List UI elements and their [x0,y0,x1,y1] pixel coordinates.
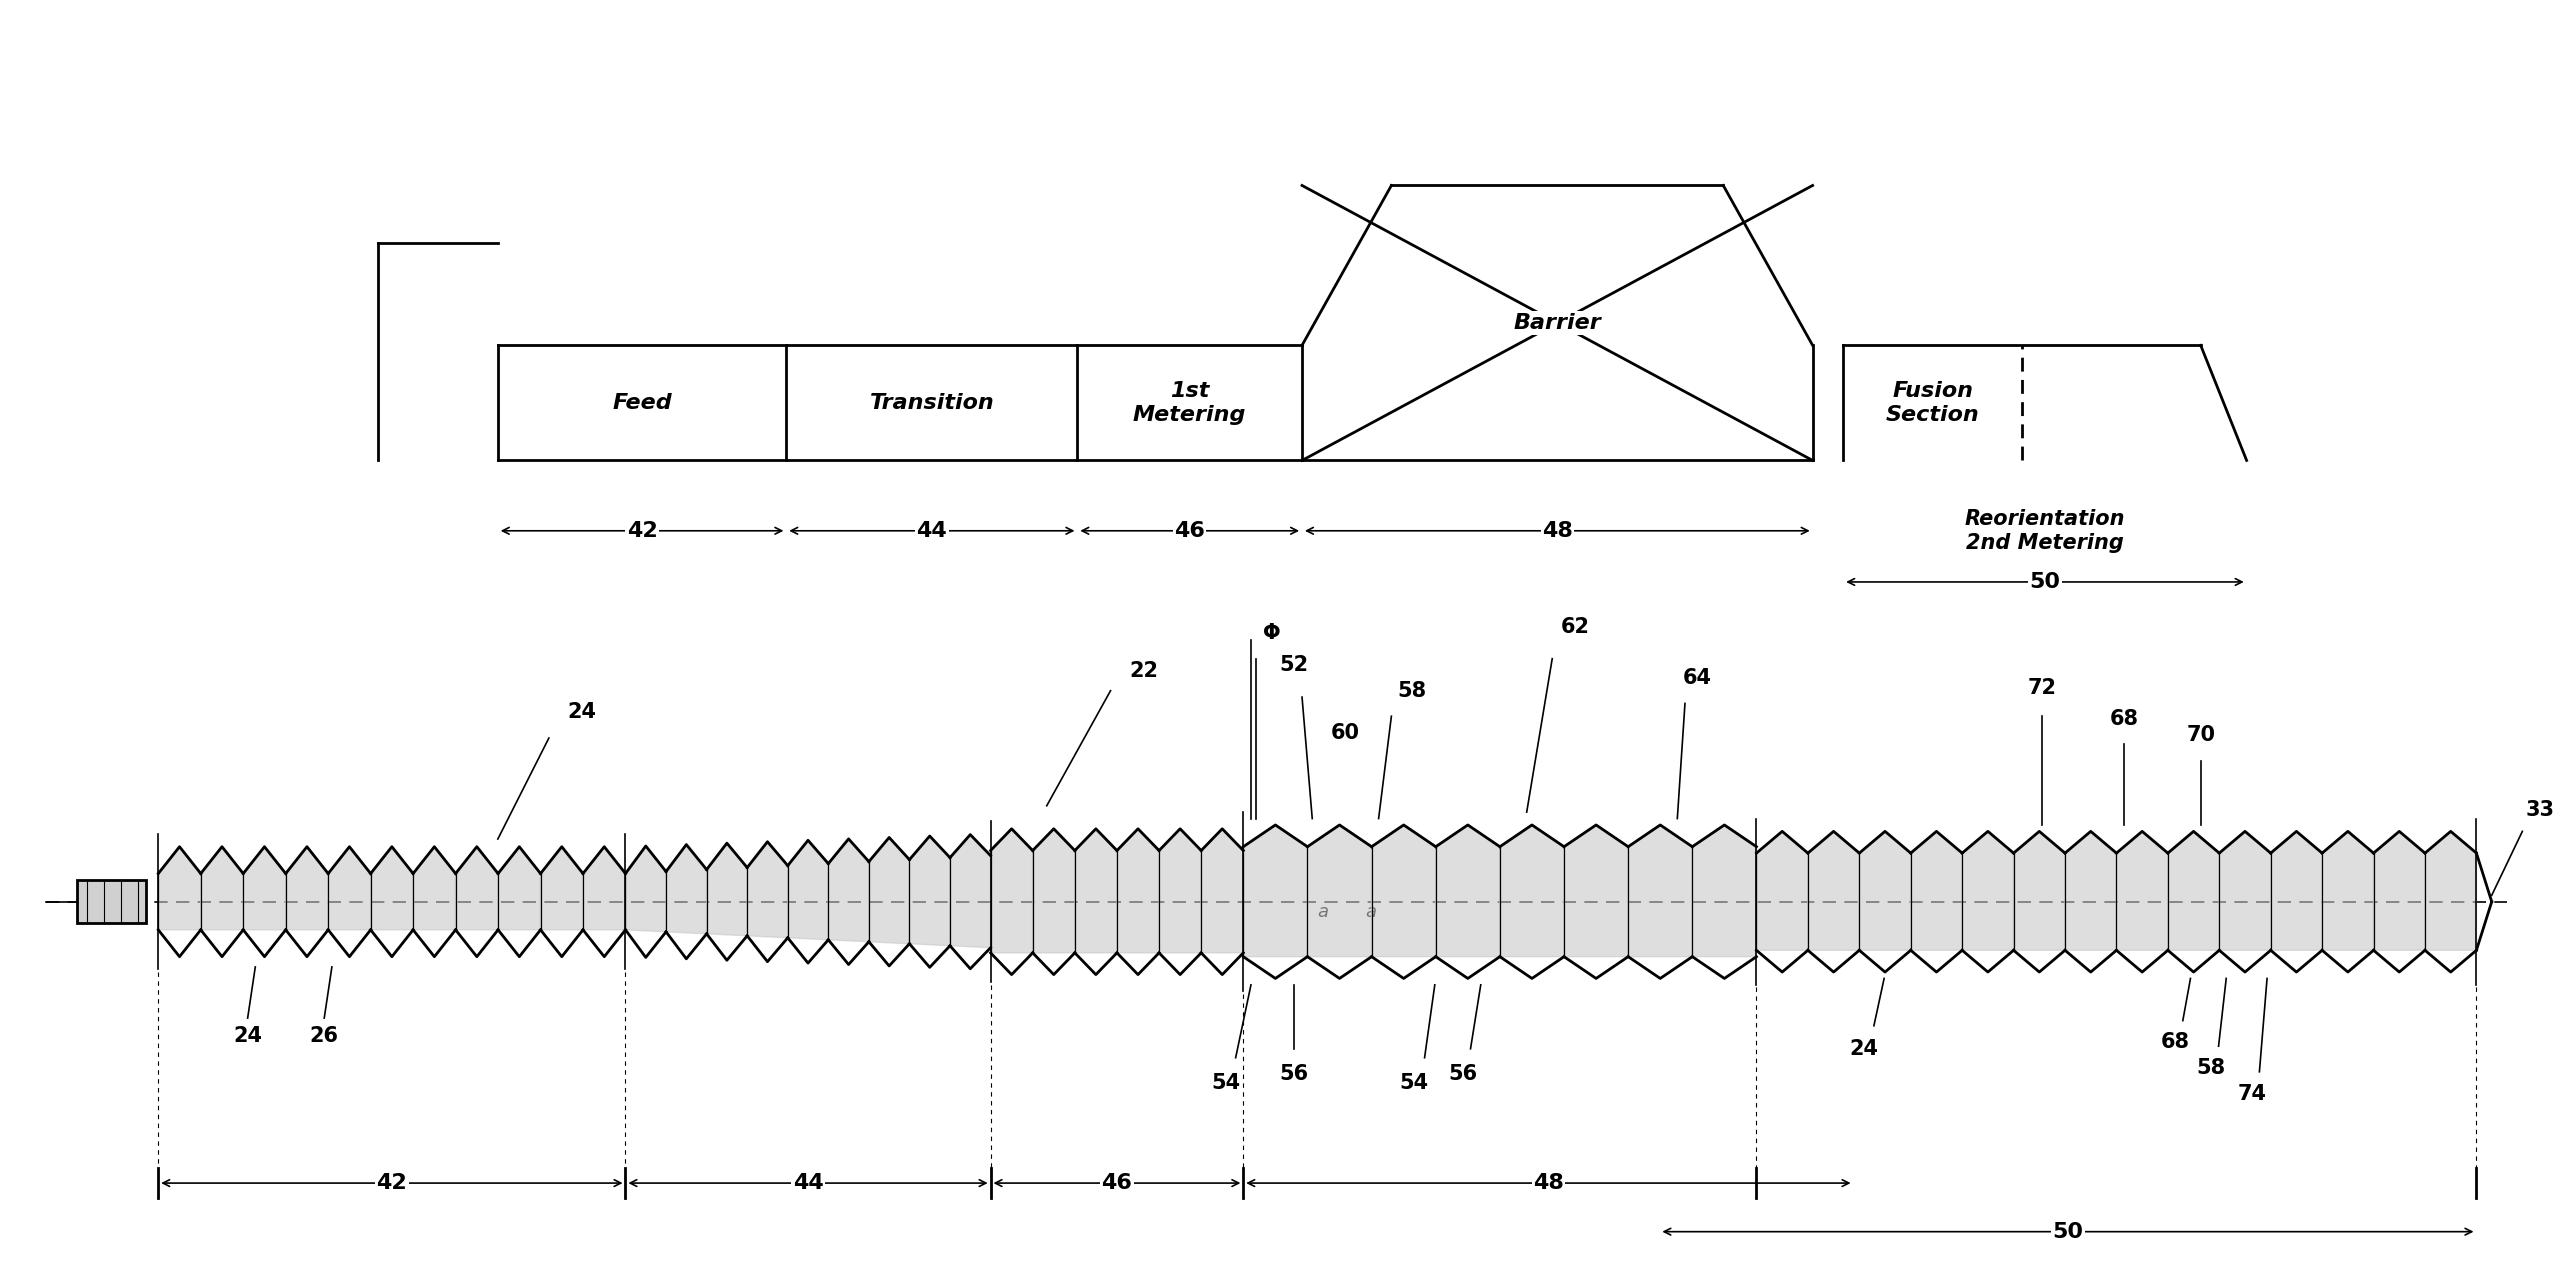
Text: 54: 54 [1399,1073,1430,1094]
Text: 72: 72 [2027,678,2058,698]
Text: 54: 54 [1210,1073,1241,1094]
Text: 46: 46 [1174,521,1205,541]
Polygon shape [1075,829,1118,953]
Polygon shape [991,829,1031,953]
Text: Transition: Transition [871,393,993,413]
Text: 56: 56 [1279,1064,1310,1085]
Polygon shape [827,839,868,941]
Text: 60: 60 [1330,723,1361,743]
Polygon shape [1756,831,1808,950]
Polygon shape [1200,829,1243,953]
Polygon shape [454,847,498,930]
Text: 1st
Metering: 1st Metering [1134,381,1246,425]
Text: 74: 74 [2236,1083,2267,1104]
Polygon shape [1243,825,1307,957]
Polygon shape [329,847,370,930]
Polygon shape [2270,831,2323,950]
Polygon shape [2374,831,2425,950]
Polygon shape [1499,825,1565,957]
Polygon shape [2323,831,2374,950]
Text: 58: 58 [2196,1058,2226,1078]
Text: 24: 24 [1848,1039,1879,1059]
Polygon shape [1859,831,1910,950]
Polygon shape [1118,829,1159,953]
Polygon shape [2116,831,2167,950]
Polygon shape [950,835,991,948]
Polygon shape [1963,831,2014,950]
Text: Barrier: Barrier [1514,313,1601,333]
Polygon shape [1629,825,1693,957]
Polygon shape [909,836,950,945]
Text: 70: 70 [2185,725,2216,746]
Polygon shape [2219,831,2270,950]
Text: 24: 24 [232,1026,263,1046]
Text: 62: 62 [1560,616,1591,637]
Polygon shape [541,847,582,930]
Text: 48: 48 [1532,1173,1565,1193]
Text: Feed: Feed [613,393,671,413]
Text: 50: 50 [2053,1221,2083,1242]
Text: 64: 64 [1682,668,1713,688]
Polygon shape [707,843,748,936]
Polygon shape [625,845,666,932]
Text: 48: 48 [1542,521,1573,541]
Polygon shape [1565,825,1629,957]
Text: 44: 44 [791,1173,825,1193]
Polygon shape [498,847,541,930]
Text: a: a [1366,903,1376,921]
Polygon shape [1031,829,1075,953]
Text: 44: 44 [917,521,947,541]
Polygon shape [2425,831,2476,950]
Bar [77,880,146,923]
Polygon shape [414,847,454,930]
Text: 68: 68 [2109,709,2139,729]
Text: 58: 58 [1396,680,1427,701]
Polygon shape [2014,831,2065,950]
Polygon shape [868,838,909,944]
Text: 22: 22 [1128,661,1159,682]
Polygon shape [2065,831,2116,950]
Polygon shape [2167,831,2219,950]
Text: 68: 68 [2160,1032,2190,1053]
Polygon shape [666,844,707,934]
Polygon shape [1910,831,1963,950]
Text: 42: 42 [625,521,659,541]
Polygon shape [789,840,827,940]
Polygon shape [1693,825,1756,957]
Polygon shape [1307,825,1371,957]
Text: 50: 50 [2030,572,2060,592]
Polygon shape [243,847,286,930]
Text: 24: 24 [567,702,597,723]
Text: Fusion
Section: Fusion Section [1887,381,1979,425]
Text: 46: 46 [1100,1173,1134,1193]
Polygon shape [286,847,329,930]
Text: 56: 56 [1448,1064,1478,1085]
Polygon shape [1371,825,1435,957]
Polygon shape [158,847,202,930]
Text: 33: 33 [2525,799,2553,820]
Text: 26: 26 [309,1026,340,1046]
Polygon shape [582,847,625,930]
Text: 52: 52 [1279,655,1310,675]
Polygon shape [748,842,789,938]
Polygon shape [1159,829,1200,953]
Text: Φ: Φ [1264,623,1279,643]
Text: a: a [1317,903,1328,921]
Text: Reorientation
2nd Metering: Reorientation 2nd Metering [1966,509,2124,553]
Polygon shape [1808,831,1859,950]
Polygon shape [1435,825,1499,957]
Polygon shape [202,847,243,930]
Polygon shape [370,847,414,930]
Text: 42: 42 [375,1173,408,1193]
